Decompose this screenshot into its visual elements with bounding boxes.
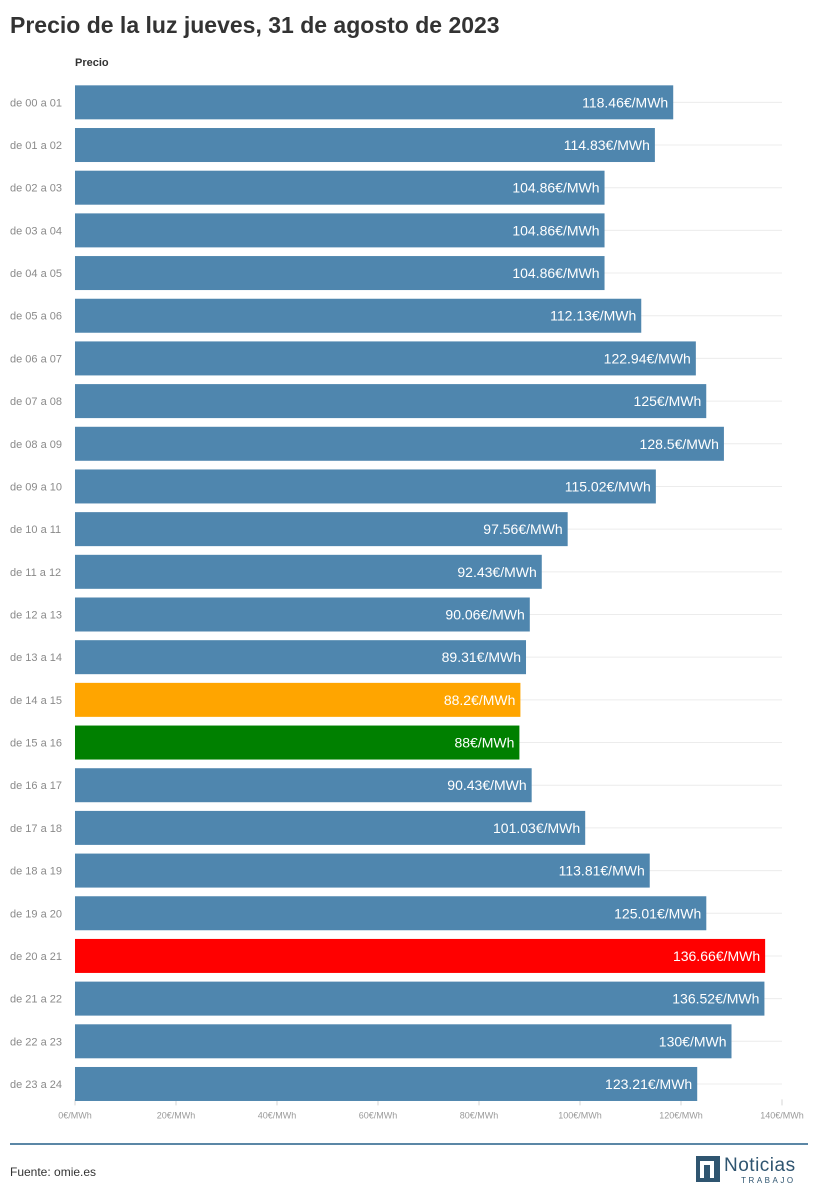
- bar: [75, 1024, 732, 1059]
- category-label: de 02 a 03: [10, 183, 62, 195]
- bar: [75, 213, 605, 248]
- bar-value-label: 104.86€/MWh: [512, 180, 599, 196]
- bar: [75, 85, 674, 120]
- category-label: de 07 a 08: [10, 396, 62, 408]
- bar-value-label: 123.21€/MWh: [605, 1076, 692, 1092]
- bar: [75, 384, 707, 419]
- bar: [75, 768, 532, 803]
- x-tick-label: 60€/MWh: [359, 1110, 398, 1120]
- bar: [75, 981, 765, 1016]
- category-label: de 09 a 10: [10, 481, 62, 493]
- x-tick-label: 120€/MWh: [659, 1110, 703, 1120]
- bar-value-label: 118.46€/MWh: [582, 94, 668, 110]
- category-label: de 19 a 20: [10, 908, 62, 920]
- bar: [75, 469, 656, 504]
- category-label: de 17 a 18: [10, 823, 62, 835]
- bar-value-label: 89.31€/MWh: [442, 649, 521, 665]
- bar-value-label: 97.56€/MWh: [483, 521, 562, 537]
- logo-mark-icon: [696, 1156, 720, 1182]
- bar-value-label: 90.06€/MWh: [445, 607, 524, 623]
- logo-subtitle: TRABAJO: [741, 1176, 796, 1185]
- category-label: de 05 a 06: [10, 311, 62, 323]
- category-label: de 10 a 11: [10, 524, 61, 536]
- bar-value-label: 125.01€/MWh: [614, 905, 701, 921]
- category-label: de 01 a 02: [10, 140, 62, 152]
- bar: [75, 512, 568, 547]
- bar-value-label: 136.52€/MWh: [672, 991, 759, 1007]
- x-tick-label: 100€/MWh: [558, 1110, 602, 1120]
- category-label: de 16 a 17: [10, 780, 62, 792]
- x-tick-label: 40€/MWh: [258, 1110, 297, 1120]
- footer-divider: [10, 1143, 808, 1145]
- bar: [75, 1066, 698, 1101]
- bar: [75, 426, 724, 461]
- x-tick-label: 140€/MWh: [760, 1110, 804, 1120]
- bar-value-label: 88€/MWh: [454, 735, 514, 751]
- source-note: Fuente: omie.es: [10, 1165, 97, 1179]
- bar: [75, 128, 655, 163]
- category-label: de 13 a 14: [10, 652, 62, 664]
- bar: [75, 597, 530, 632]
- bar-value-label: 122.94€/MWh: [604, 350, 691, 366]
- x-tick-label: 0€/MWh: [58, 1110, 92, 1120]
- bar-value-label: 112.13€/MWh: [550, 308, 636, 324]
- series-header: Precio: [75, 57, 109, 69]
- category-label: de 22 a 23: [10, 1036, 62, 1048]
- category-label: de 21 a 22: [10, 994, 62, 1006]
- bar-value-label: 125€/MWh: [634, 393, 702, 409]
- category-label: de 20 a 21: [10, 951, 62, 963]
- x-tick-label: 80€/MWh: [460, 1110, 499, 1120]
- bar: [75, 554, 542, 589]
- bar-value-label: 88.2€/MWh: [444, 692, 516, 708]
- category-label: de 14 a 15: [10, 695, 62, 707]
- bar: [75, 810, 586, 845]
- category-label: de 03 a 04: [10, 225, 62, 237]
- bar-value-label: 90.43€/MWh: [447, 777, 526, 793]
- bar: [75, 256, 605, 291]
- bar-value-label: 114.83€/MWh: [564, 137, 650, 153]
- bar: [75, 682, 521, 717]
- category-label: de 00 a 01: [10, 97, 62, 109]
- bar-value-label: 115.02€/MWh: [565, 478, 651, 494]
- bar-value-label: 101.03€/MWh: [493, 820, 580, 836]
- bar: [75, 298, 642, 333]
- category-label: de 11 a 12: [10, 567, 61, 579]
- bar-value-label: 130€/MWh: [659, 1033, 727, 1049]
- bar-value-label: 113.81€/MWh: [559, 863, 645, 879]
- category-label: de 06 a 07: [10, 353, 62, 365]
- x-tick-label: 20€/MWh: [157, 1110, 196, 1120]
- bar-value-label: 104.86€/MWh: [512, 222, 599, 238]
- bar: [75, 170, 605, 205]
- category-label: de 18 a 19: [10, 866, 62, 878]
- bar: [75, 896, 707, 931]
- bar-value-label: 104.86€/MWh: [512, 265, 599, 281]
- noticias-trabajo-logo: Noticias TRABAJO: [696, 1156, 796, 1185]
- category-label: de 12 a 13: [10, 610, 62, 622]
- bar: [75, 938, 766, 973]
- bar: [75, 853, 650, 888]
- bar: [75, 640, 527, 675]
- bar-chart: 0€/MWh 20€/MWh 40€/MWh 60€/MWh 80€/MWh 100€/M…: [10, 85, 804, 1120]
- category-label: de 23 a 24: [10, 1079, 62, 1091]
- category-label: de 08 a 09: [10, 439, 62, 451]
- bar: [75, 341, 696, 376]
- category-label: de 15 a 16: [10, 738, 62, 750]
- logo-wordmark: Noticias: [724, 1155, 796, 1176]
- bar-value-label: 136.66€/MWh: [673, 948, 760, 964]
- bar: [75, 725, 520, 760]
- bar-value-label: 128.5€/MWh: [640, 436, 719, 452]
- bar-value-label: 92.43€/MWh: [457, 564, 536, 580]
- chart-title: Precio de la luz jueves, 31 de agosto de…: [10, 12, 500, 38]
- category-label: de 04 a 05: [10, 268, 62, 280]
